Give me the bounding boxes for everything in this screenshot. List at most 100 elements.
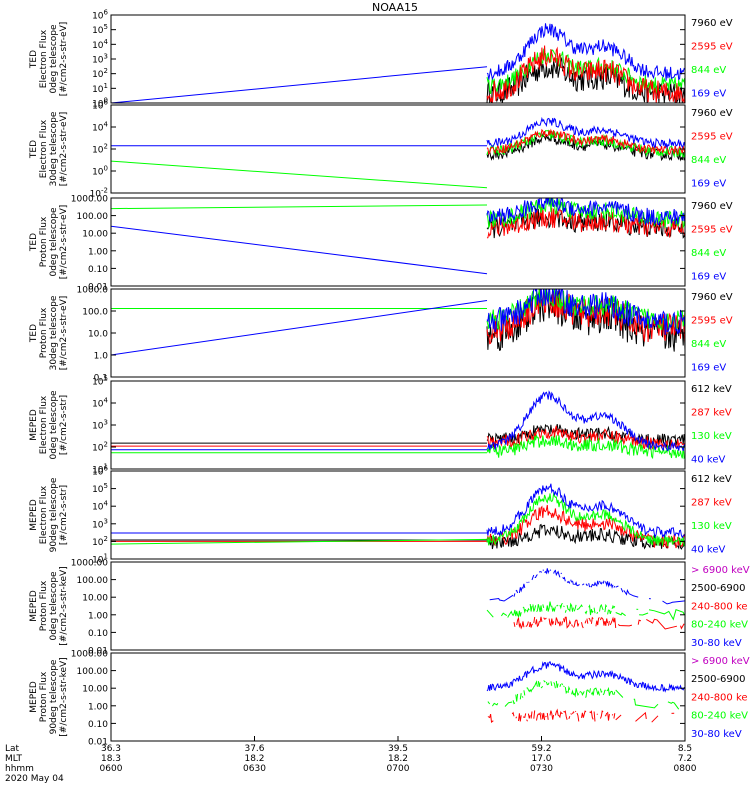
y-tick-label: 106 [92, 465, 108, 478]
x-row-label: MLT [5, 754, 23, 764]
legend-entry: 80-240 keV [691, 711, 748, 722]
y-tick-label: 106 [92, 9, 108, 22]
legend-entry: > 6900 keV [691, 565, 750, 576]
series-line-green [111, 160, 488, 189]
legend-entry: 169 eV [691, 88, 726, 99]
series-trace-green [486, 601, 685, 621]
y-tick-label: 102 [92, 441, 108, 454]
y-axis-label: MEPEDProton Flux90deg telescope[#/cm2-s-… [29, 657, 69, 736]
y-axis-label-line: 30deg telescope [49, 295, 59, 370]
series-trace-red [513, 616, 685, 630]
y-tick-label: 1000.00 [71, 559, 108, 569]
y-axis-label-line: [#/cm2-s-str-eV] [59, 205, 69, 280]
figure-title: NOAA15 [372, 1, 418, 14]
y-tick-label: 0.10 [88, 720, 108, 730]
legend-entry: 2500-6900 [691, 583, 746, 594]
legend-entry: 40 keV [691, 454, 725, 465]
y-axis-label-line: 90deg telescope [49, 477, 59, 552]
y-axis-label-line: 90deg telescope [49, 659, 59, 734]
series-line-green [111, 538, 488, 545]
y-axis-label-line: Electron Flux [39, 485, 49, 544]
x-row-label: Lat [5, 744, 20, 754]
x-axis-labels: 36.318.3060037.618.2063039.518.2070059.2… [5, 736, 697, 784]
y-axis-label-line: [#/cm2-s-str-eV] [59, 296, 69, 371]
legend-entry: 30-80 keV [691, 638, 742, 649]
series-line-blue [111, 225, 488, 275]
y-tick-label: 1.0 [94, 352, 109, 362]
legend-entry: 844 eV [691, 248, 726, 259]
legend-entry: 612 keV [691, 474, 732, 485]
y-tick-label: 100 [92, 97, 108, 110]
legend-entry: 169 eV [691, 362, 726, 373]
series-trace-blue [489, 568, 685, 605]
series-trace-blue [486, 661, 685, 693]
legend-entry: 612 keV [691, 384, 732, 395]
y-tick-label: 100.00 [77, 576, 109, 586]
legend-entry: 2595 eV [691, 131, 733, 142]
series-trace-green [488, 680, 683, 709]
panel-data [111, 483, 685, 550]
y-tick-label: 102 [92, 67, 108, 80]
series-trace-blue [486, 289, 685, 336]
panel-frame [110, 652, 686, 742]
y-tick-label: 1000.00 [71, 195, 108, 205]
legend-entry: 844 eV [691, 65, 726, 76]
legend-entry: 7960 eV [691, 108, 733, 119]
panel-2: 10-2 100 102 104 106 TEDElectron Flux30deg te… [29, 99, 733, 200]
panel-frame [110, 561, 686, 651]
x-tick-label: 18.2 [244, 754, 264, 764]
y-axis-label-line: MEPED [29, 590, 39, 622]
y-axis-label-line: Electron Flux [39, 29, 49, 88]
series-trace-blue [486, 116, 685, 150]
y-tick-label: 106 [92, 99, 108, 112]
y-tick-label: 10.0 [88, 330, 108, 340]
y-tick-label: 0.01 [88, 283, 108, 293]
y-tick-label: 104 [92, 500, 108, 513]
x-tick-label: 0700 [387, 764, 410, 774]
legend-entry: 2595 eV [691, 41, 733, 52]
y-axis-label-line: [#/cm2-s-str] [59, 485, 69, 545]
y-tick-label: 10.00 [82, 230, 108, 240]
y-axis-label-line: 0deg telescope [49, 24, 59, 94]
legend-entry: 80-240 keV [691, 620, 748, 631]
y-tick-label: 103 [92, 53, 108, 66]
legend-entry: 844 eV [691, 155, 726, 166]
x-tick-label: 0600 [100, 764, 123, 774]
x-tick-label: 8.5 [678, 744, 692, 754]
series-trace-red [488, 710, 680, 722]
panel-3: 0.010.101.0010.00100.001000.00TEDProton … [29, 195, 733, 293]
y-tick-label: 105 [92, 23, 108, 36]
y-tick-label: 1.00 [88, 611, 108, 621]
y-axis-label: TEDElectron Flux30deg telescope[#/cm2-s-… [29, 111, 69, 186]
legend-entry: 844 eV [691, 339, 726, 350]
legend-entry: 40 keV [691, 544, 725, 555]
y-tick-label: 100.00 [77, 667, 109, 677]
legend-entry: > 6900 keV [691, 656, 750, 667]
y-axis-label-line: MEPED [29, 499, 39, 531]
y-axis-label: TEDElectron Flux0deg telescope[#/cm2-s-s… [29, 22, 69, 97]
panel-data [111, 198, 685, 275]
x-tick-label: 18.2 [388, 754, 408, 764]
y-axis-label-line: Proton Flux [39, 671, 49, 722]
legend-entry: 287 keV [691, 407, 732, 418]
legend-entry: 2595 eV [691, 224, 733, 235]
y-tick-label: 10.00 [82, 685, 108, 695]
series-trace-red [486, 45, 685, 103]
y-tick-label: 105 [92, 375, 108, 388]
y-tick-label: 101 [92, 463, 108, 476]
y-axis-label-line: Proton Flux [39, 580, 49, 631]
x-tick-label: 0800 [674, 764, 697, 774]
y-axis-label-line: [#/cm2-s-str] [59, 395, 69, 455]
y-axis-label-line: TED [29, 324, 39, 343]
x-tick-label: 7.2 [678, 754, 692, 764]
series-trace-red [486, 128, 685, 156]
y-tick-label: 0.01 [88, 647, 108, 657]
legend-entry: 240-800 ke [691, 601, 748, 612]
y-tick-label: 0.01 [88, 738, 108, 748]
y-tick-label: 102 [92, 143, 108, 156]
y-tick-label: 102 [92, 535, 108, 548]
y-axis-label-line: TED [29, 140, 39, 159]
y-tick-label: 105 [92, 482, 108, 495]
legend-entry: 30-80 keV [691, 729, 742, 740]
